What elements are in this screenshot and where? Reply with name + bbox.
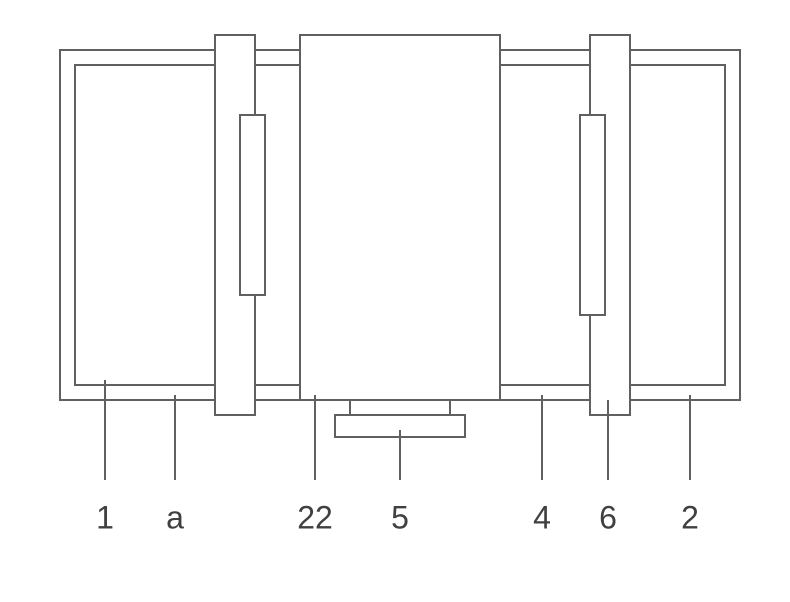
callout-label-5: 5 <box>391 499 409 535</box>
callout-label-a: a <box>166 499 184 535</box>
engineering-diagram: 1 a 22 5 4 6 2 <box>20 20 770 580</box>
callout-label-22: 22 <box>297 499 333 535</box>
callout-label-1: 1 <box>96 499 114 535</box>
callout-label-6: 6 <box>599 499 617 535</box>
callout-label-4: 4 <box>533 499 551 535</box>
left-pillar-slot <box>240 115 265 295</box>
callout-labels: 1 a 22 5 4 6 2 <box>96 499 699 535</box>
diagram-svg: 1 a 22 5 4 6 2 <box>20 20 770 580</box>
center-block <box>300 35 500 400</box>
right-pillar-slot <box>580 115 605 315</box>
diagram-shapes <box>60 35 740 437</box>
callout-label-2: 2 <box>681 499 699 535</box>
